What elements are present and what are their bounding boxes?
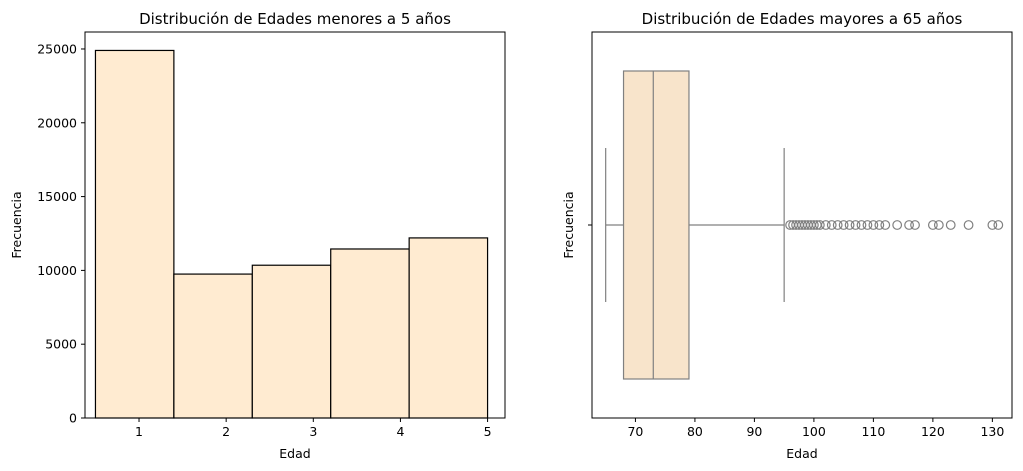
outlier-point — [868, 220, 879, 230]
histogram-xlabel: Edad — [279, 446, 310, 461]
outlier-point — [993, 220, 1004, 230]
y-tick-label: 10000 — [37, 263, 77, 278]
outlier-point — [856, 220, 867, 230]
histogram-ylabel: Frecuencia — [9, 191, 24, 258]
outlier-point — [892, 220, 903, 230]
histogram-bar — [408, 237, 489, 419]
outlier-point — [814, 220, 825, 230]
x-tick-label: 130 — [980, 424, 1004, 439]
y-tick-label: 25000 — [37, 41, 77, 56]
iqr-box — [622, 70, 690, 380]
outlier-point — [832, 220, 843, 230]
outlier-point — [838, 220, 849, 230]
boxplot-title: Distribución de Edades mayores a 65 años — [642, 10, 963, 28]
histogram-bar — [173, 273, 253, 419]
outlier-point — [862, 220, 873, 230]
x-tick-label: 120 — [921, 424, 945, 439]
histogram-bar — [251, 264, 332, 419]
x-tick-label: 3 — [309, 424, 317, 439]
histogram-y-ticks: 0 5000 10000 15000 20000 25000 — [37, 41, 85, 426]
y-tick-label: 0 — [69, 411, 77, 426]
outlier-point — [927, 220, 938, 230]
outlier-point — [963, 220, 974, 230]
y-tick-label: 5000 — [45, 337, 77, 352]
x-tick-label: 90 — [746, 424, 762, 439]
x-tick-label: 1 — [135, 424, 143, 439]
histogram-panel: Distribución de Edades menores a 5 años … — [9, 10, 506, 461]
histogram-x-ticks: 1 2 3 4 5 — [135, 418, 492, 439]
y-tick-label: 20000 — [37, 115, 77, 130]
x-tick-label: 110 — [861, 424, 885, 439]
x-tick-label: 100 — [802, 424, 826, 439]
outlier-point — [850, 220, 861, 230]
x-tick-label: 5 — [484, 424, 492, 439]
x-tick-label: 80 — [687, 424, 703, 439]
outlier-point — [820, 220, 831, 230]
histogram-bar — [94, 49, 175, 419]
histogram-bar — [330, 248, 410, 419]
outlier-point — [910, 220, 920, 230]
boxplot-x-ticks: 70 80 90 100 110 120 130 — [588, 224, 1004, 439]
outlier-point — [933, 220, 944, 230]
x-tick-label: 2 — [222, 424, 230, 439]
outlier-point — [808, 220, 819, 230]
x-tick-label: 70 — [627, 424, 643, 439]
histogram-axes-frame — [84, 31, 506, 419]
y-tick-label: 15000 — [37, 189, 77, 204]
outlier-point — [945, 220, 956, 230]
outlier-point — [904, 220, 914, 230]
boxplot-ylabel: Frecuencia — [561, 191, 576, 258]
boxplot-xlabel: Edad — [786, 446, 817, 461]
boxplot-panel: Distribución de Edades mayores a 65 años… — [561, 10, 1013, 461]
boxplot-marks — [605, 70, 1004, 380]
boxplot-axes-frame — [591, 31, 1013, 419]
outlier-point — [880, 220, 891, 230]
histogram-bars — [94, 49, 489, 419]
outlier-point — [844, 220, 855, 230]
outlier-point — [874, 220, 885, 230]
histogram-title: Distribución de Edades menores a 5 años — [139, 10, 451, 28]
outlier-point — [826, 220, 837, 230]
x-tick-label: 4 — [396, 424, 404, 439]
outlier-point — [987, 220, 998, 230]
